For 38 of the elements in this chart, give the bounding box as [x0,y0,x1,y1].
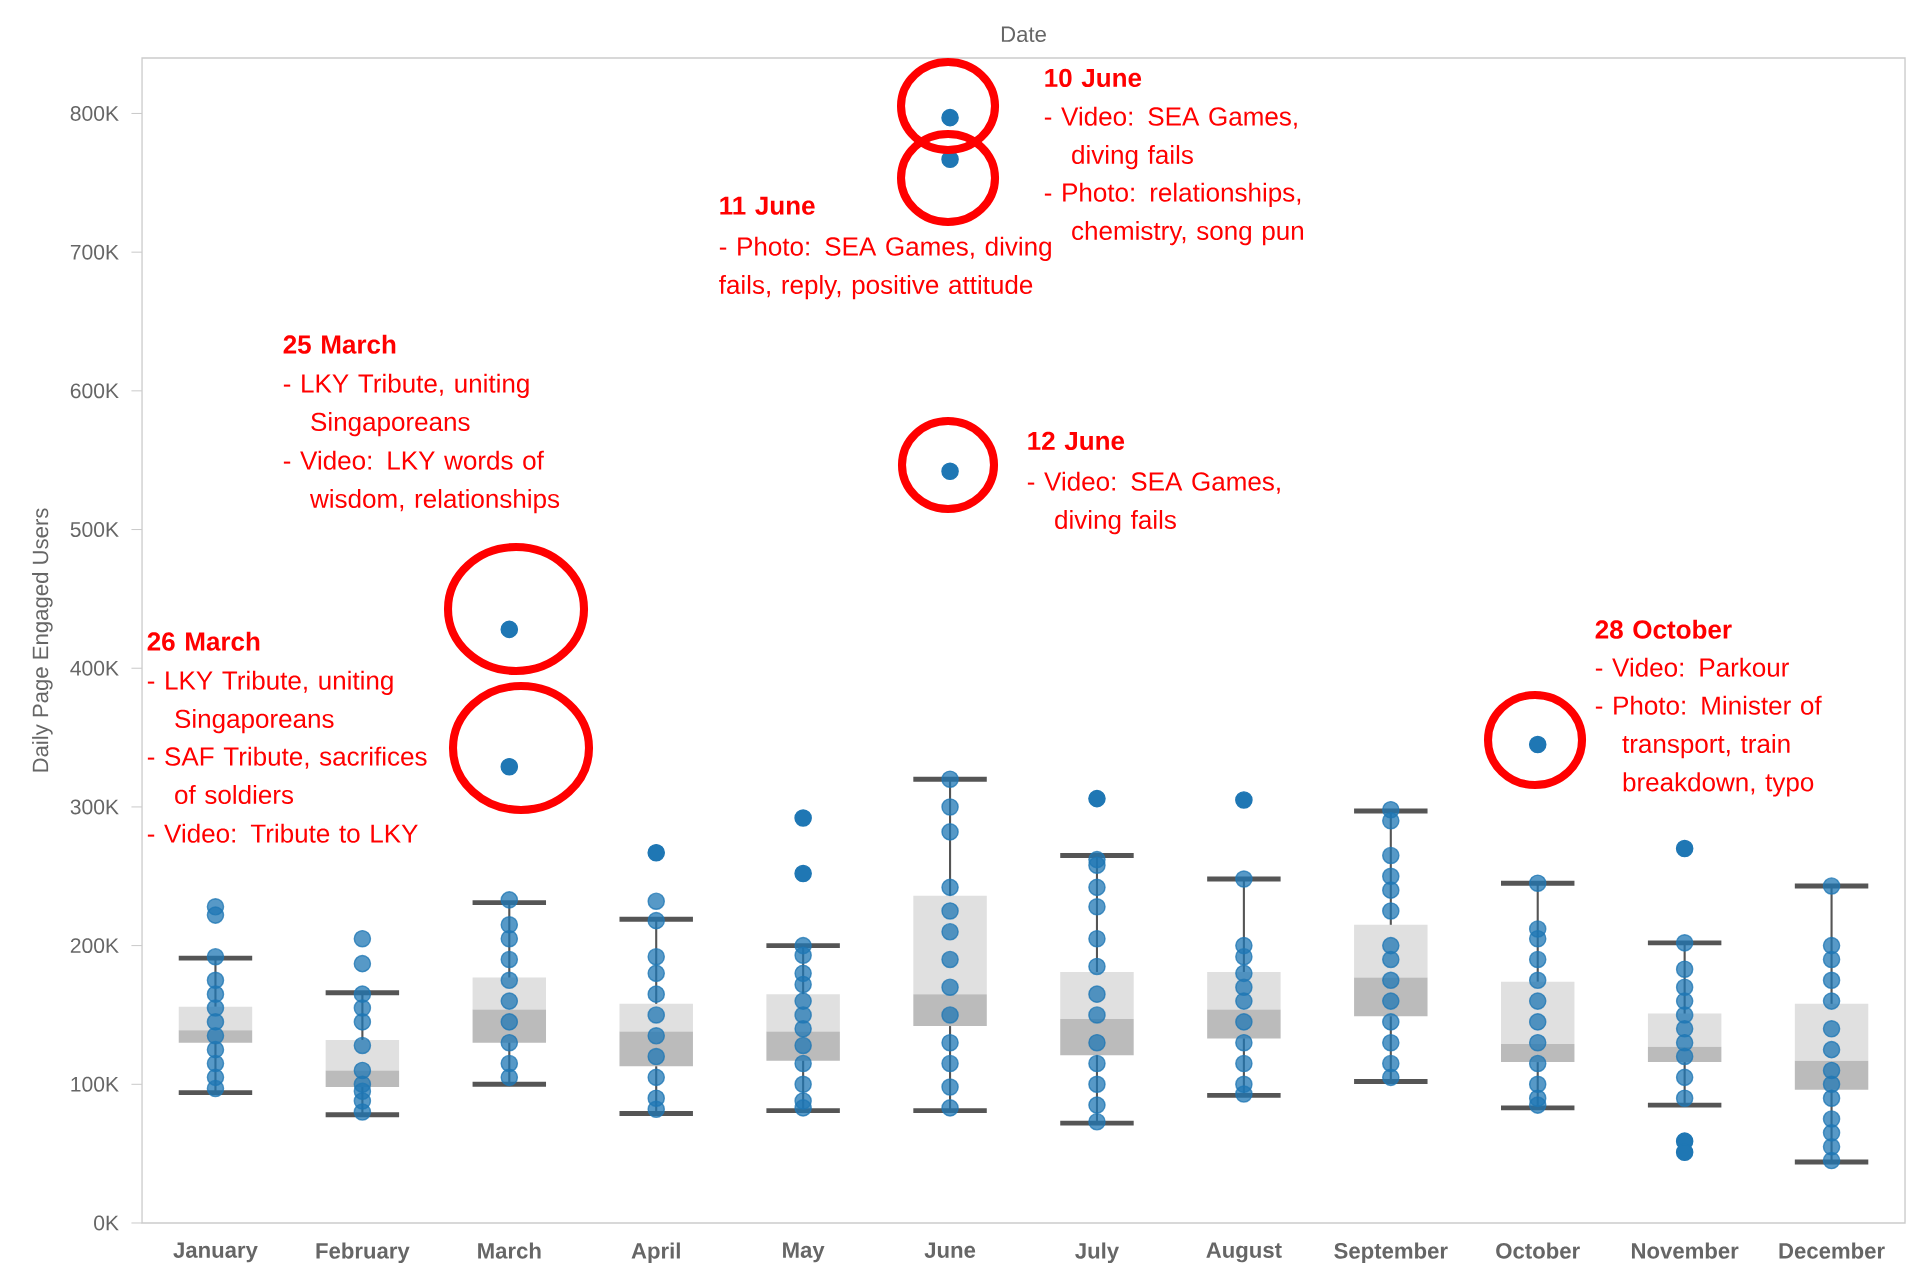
y-tick-label: 600K [70,383,119,399]
y-tick-label: 300K [70,799,119,815]
annotation: - LKY Tribute, uniting Singaporeans [147,670,393,734]
x-tick-label: November [1631,1242,1739,1259]
x-tick-label: September [1334,1242,1448,1264]
x-tick-label: February [316,1242,410,1264]
annotation: - LKY Tribute, uniting Singaporeans [283,373,529,437]
annotation: - Photo: Minister of transport, train breakdown, typo [1595,695,1822,797]
annotation: - Video: Parkour [1595,657,1789,677]
x-axis-title: Date [1001,26,1046,43]
annotation: 25 March [283,334,396,354]
y-tick-label: 700K [70,244,119,260]
x-tick-label: March [478,1242,541,1259]
x-tick-label: October [1496,1242,1580,1259]
y-axis-title: Daily Page Engaged Users [32,508,53,772]
annotation: 26 March [147,631,260,651]
annotation: - Video: SEA Games, diving fails [1027,471,1280,535]
x-tick-label: August [1206,1242,1282,1263]
annotation: 10 June [1045,68,1142,88]
y-tick-label: 200K [70,938,119,954]
x-tick-label: January [173,1242,258,1263]
x-tick-label: June [924,1242,976,1258]
annotation: - Video: Tribute to LKY [147,823,418,843]
y-tick-label: 500K [70,522,119,538]
x-tick-label: April [631,1242,680,1264]
y-tick-label: 0K [94,1215,119,1231]
annotation: - Video: LKY words of wisdom, relationships [283,450,560,514]
annotation: - Video: SEA Games, diving fails [1044,106,1297,170]
x-tick-label: December [1779,1242,1885,1259]
annotation: - SAF Tribute, sacrifices of soldiers [147,746,427,805]
annotation: 11 June [720,196,815,215]
annotation: 28 October [1595,619,1732,639]
x-tick-label: July [1075,1242,1119,1264]
annotation: 12 June [1028,431,1125,451]
y-tick-label: 400K [70,660,119,676]
y-tick-label: 100K [71,1076,119,1092]
y-tick-label: 800K [70,106,119,122]
x-tick-label: May [783,1242,825,1263]
